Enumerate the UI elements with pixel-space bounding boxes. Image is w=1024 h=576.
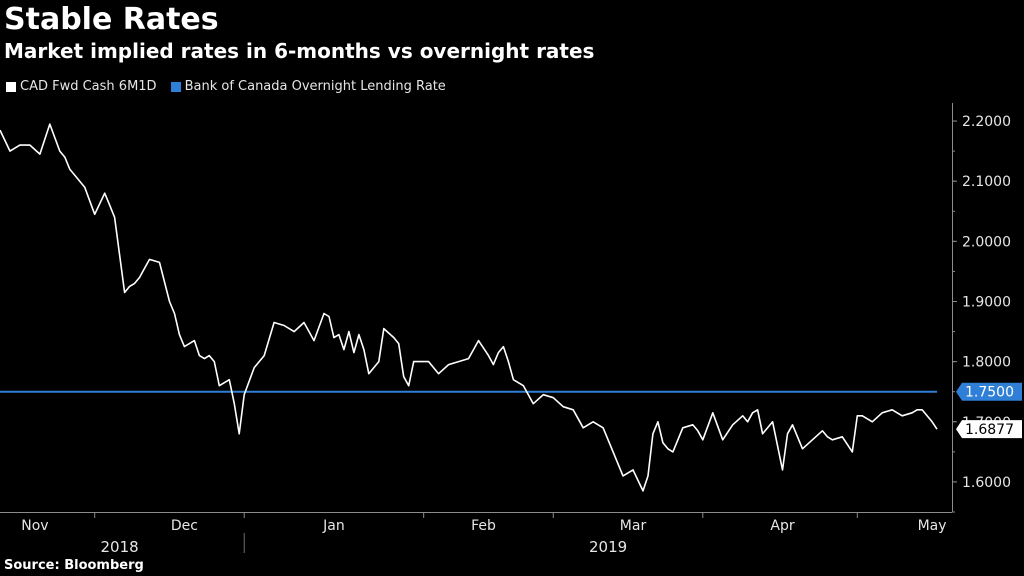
- last-value-tag-cad-fwd-box: [956, 420, 1022, 439]
- x-tick-label: Jan: [322, 518, 345, 534]
- y-tick-label: 2.2000: [962, 114, 1011, 130]
- legend-swatch-boc-rate: [170, 81, 181, 92]
- x-tick-label: Mar: [620, 518, 647, 534]
- last-value-tag-cad-fwd-label: 1.6877: [965, 422, 1014, 438]
- x-tick-label: Feb: [471, 518, 496, 534]
- x-tick-label: Dec: [171, 518, 198, 534]
- legend-swatch-cad-fwd: [6, 81, 16, 92]
- source-note: Source: Bloomberg: [4, 558, 144, 573]
- last-value-tag-boc-rate-box: [956, 382, 1022, 401]
- x-tick-label: Apr: [770, 518, 794, 534]
- legend-label-cad-fwd: CAD Fwd Cash 6M1D: [20, 79, 157, 94]
- chart-subtitle: Market implied rates in 6-months vs over…: [4, 39, 595, 63]
- legend-label-boc-rate: Bank of Canada Overnight Lending Rate: [184, 79, 446, 94]
- legend-item-cad-fwd: CAD Fwd Cash 6M1D: [6, 79, 157, 94]
- year-label: 2019: [589, 538, 627, 556]
- chart-title: Stable Rates: [4, 2, 219, 37]
- last-value-tag-boc-rate-label: 1.7500: [965, 385, 1014, 401]
- x-tick-label: May: [918, 518, 947, 534]
- y-tick-label: 1.9000: [962, 294, 1011, 310]
- y-tick-label: 1.8000: [962, 355, 1011, 371]
- chart-legend: CAD Fwd Cash 6M1D Bank of Canada Overnig…: [6, 79, 460, 94]
- y-tick-label: 1.6000: [962, 475, 1011, 491]
- series-line-cad-fwd: [0, 123, 938, 492]
- year-label: 2018: [101, 538, 139, 556]
- legend-item-boc-rate: Bank of Canada Overnight Lending Rate: [170, 79, 446, 94]
- y-tick-label: 2.1000: [962, 174, 1011, 190]
- y-tick-label: 2.0000: [962, 234, 1011, 250]
- x-tick-label: Nov: [21, 518, 48, 534]
